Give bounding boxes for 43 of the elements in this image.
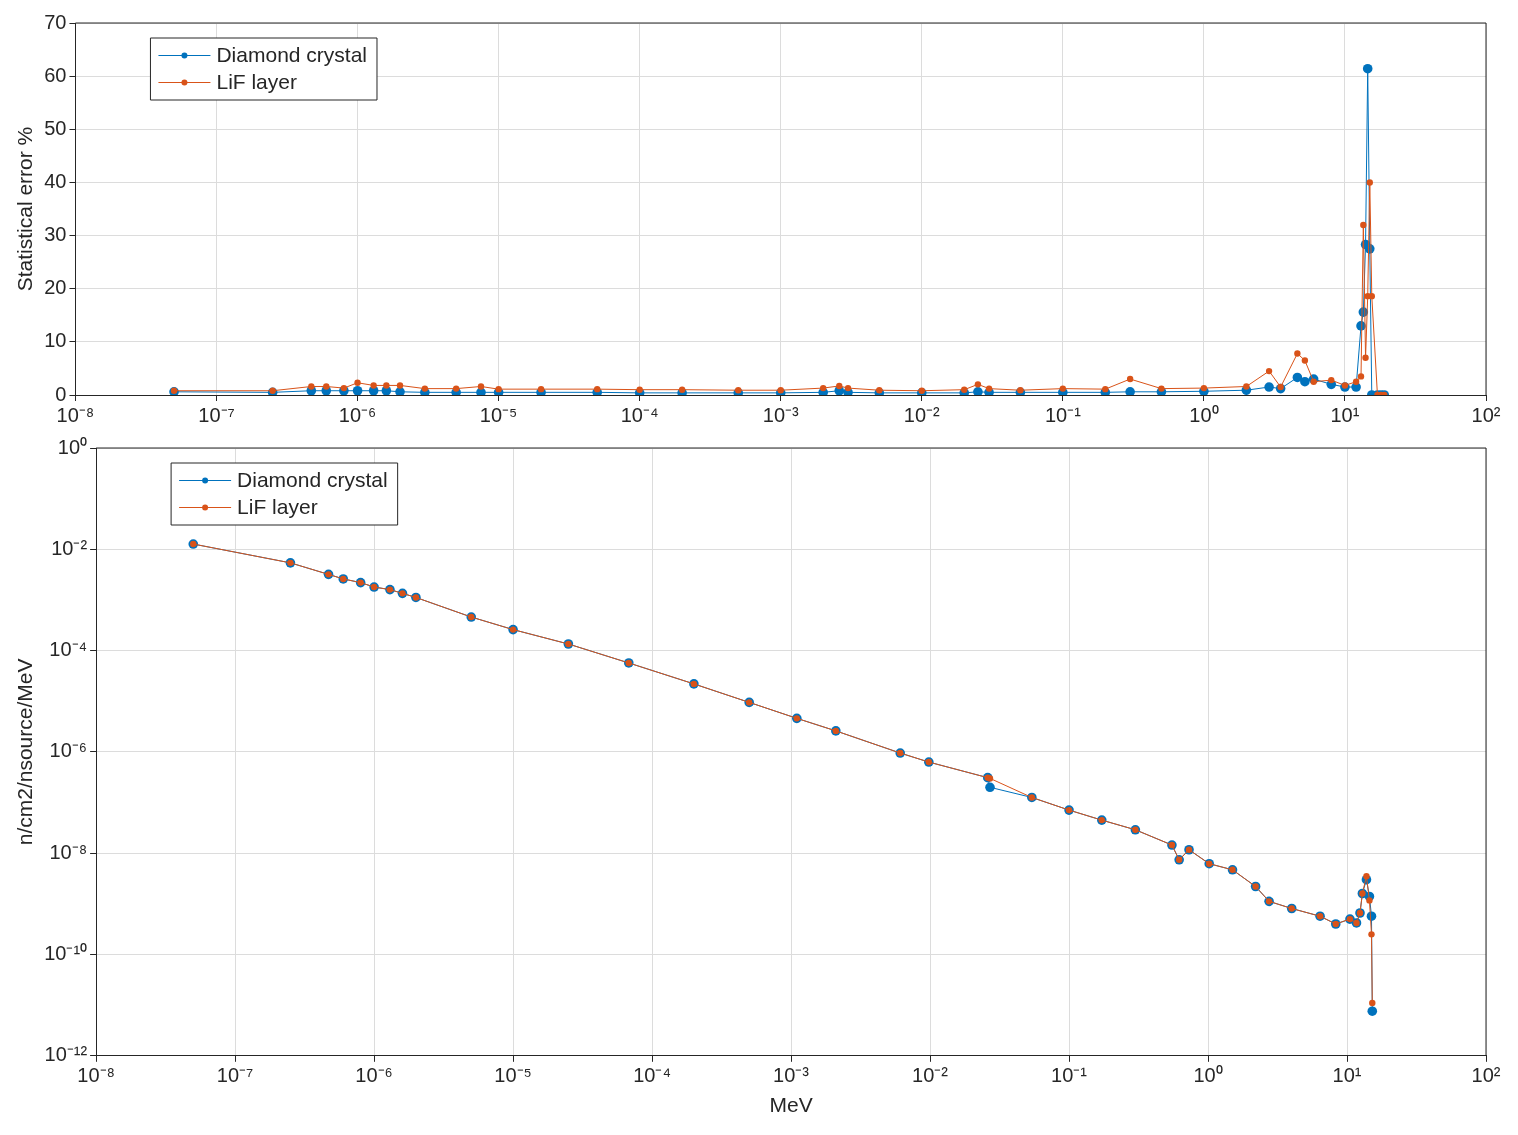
- y-tick-label: 10⁰: [57, 435, 88, 458]
- x-tick-label: 10⁰: [1193, 1064, 1223, 1087]
- y-tick-label: 10⁻¹²: [44, 1043, 88, 1066]
- legend-label: LiF layer: [216, 70, 297, 94]
- x-axis-title: MeV: [769, 1093, 813, 1117]
- x-tick-label: 10⁻⁶: [338, 403, 377, 426]
- x-tick-label: 10²: [1471, 403, 1501, 426]
- y-tick-label: 10⁻⁴: [49, 638, 88, 661]
- y-tick-label: 0: [55, 382, 67, 405]
- y-tick-label: 50: [44, 116, 67, 139]
- x-tick-label: 10⁻⁵: [479, 403, 518, 426]
- y-tick-label: 10⁻²: [51, 536, 88, 559]
- y-tick-label: 10: [44, 329, 67, 352]
- x-tick-label: 10⁻³: [773, 1064, 810, 1087]
- y-tick-label: 10⁻⁶: [49, 739, 88, 762]
- x-tick-label: 10⁻⁴: [633, 1064, 671, 1087]
- x-tick-label: 10⁻⁷: [198, 403, 235, 426]
- y-tick-label: 10⁻⁸: [49, 840, 88, 863]
- x-tick-label: 10⁻⁷: [216, 1064, 254, 1087]
- x-tick-label: 10⁻²: [903, 403, 941, 426]
- x-tick-label: 10²: [1471, 1064, 1501, 1087]
- x-tick-label: 10⁻⁶: [355, 1064, 393, 1087]
- y-axis-title: Statistical error %: [13, 126, 37, 292]
- x-tick-label: 10⁻¹: [1051, 1064, 1088, 1087]
- x-tick-label: 10⁻⁴: [620, 403, 659, 426]
- y-tick-label: 60: [44, 63, 67, 86]
- y-tick-label: 70: [44, 10, 67, 33]
- x-tick-label: 10⁻⁸: [77, 1064, 115, 1087]
- y-tick-label: 20: [44, 276, 67, 299]
- x-tick-label: 10⁻¹: [1044, 403, 1082, 426]
- y-tick-label: 30: [44, 223, 67, 246]
- x-tick-label: 10⁻³: [762, 403, 800, 426]
- x-tick-label: 10⁰: [1189, 403, 1219, 426]
- legend-label: Diamond crystal: [237, 468, 388, 492]
- y-tick-label: 40: [44, 169, 67, 192]
- legend-label: Diamond crystal: [216, 43, 368, 67]
- legend-label: LiF layer: [237, 495, 318, 519]
- x-tick-label: 10⁻²: [912, 1064, 949, 1087]
- x-tick-label: 10⁻⁵: [494, 1064, 532, 1087]
- y-tick-label: 10⁻¹⁰: [44, 942, 88, 965]
- y-axis-title: n/cm2/nsource/MeV: [13, 658, 37, 846]
- x-tick-label: 10¹: [1330, 403, 1360, 426]
- x-tick-label: 10¹: [1332, 1064, 1362, 1087]
